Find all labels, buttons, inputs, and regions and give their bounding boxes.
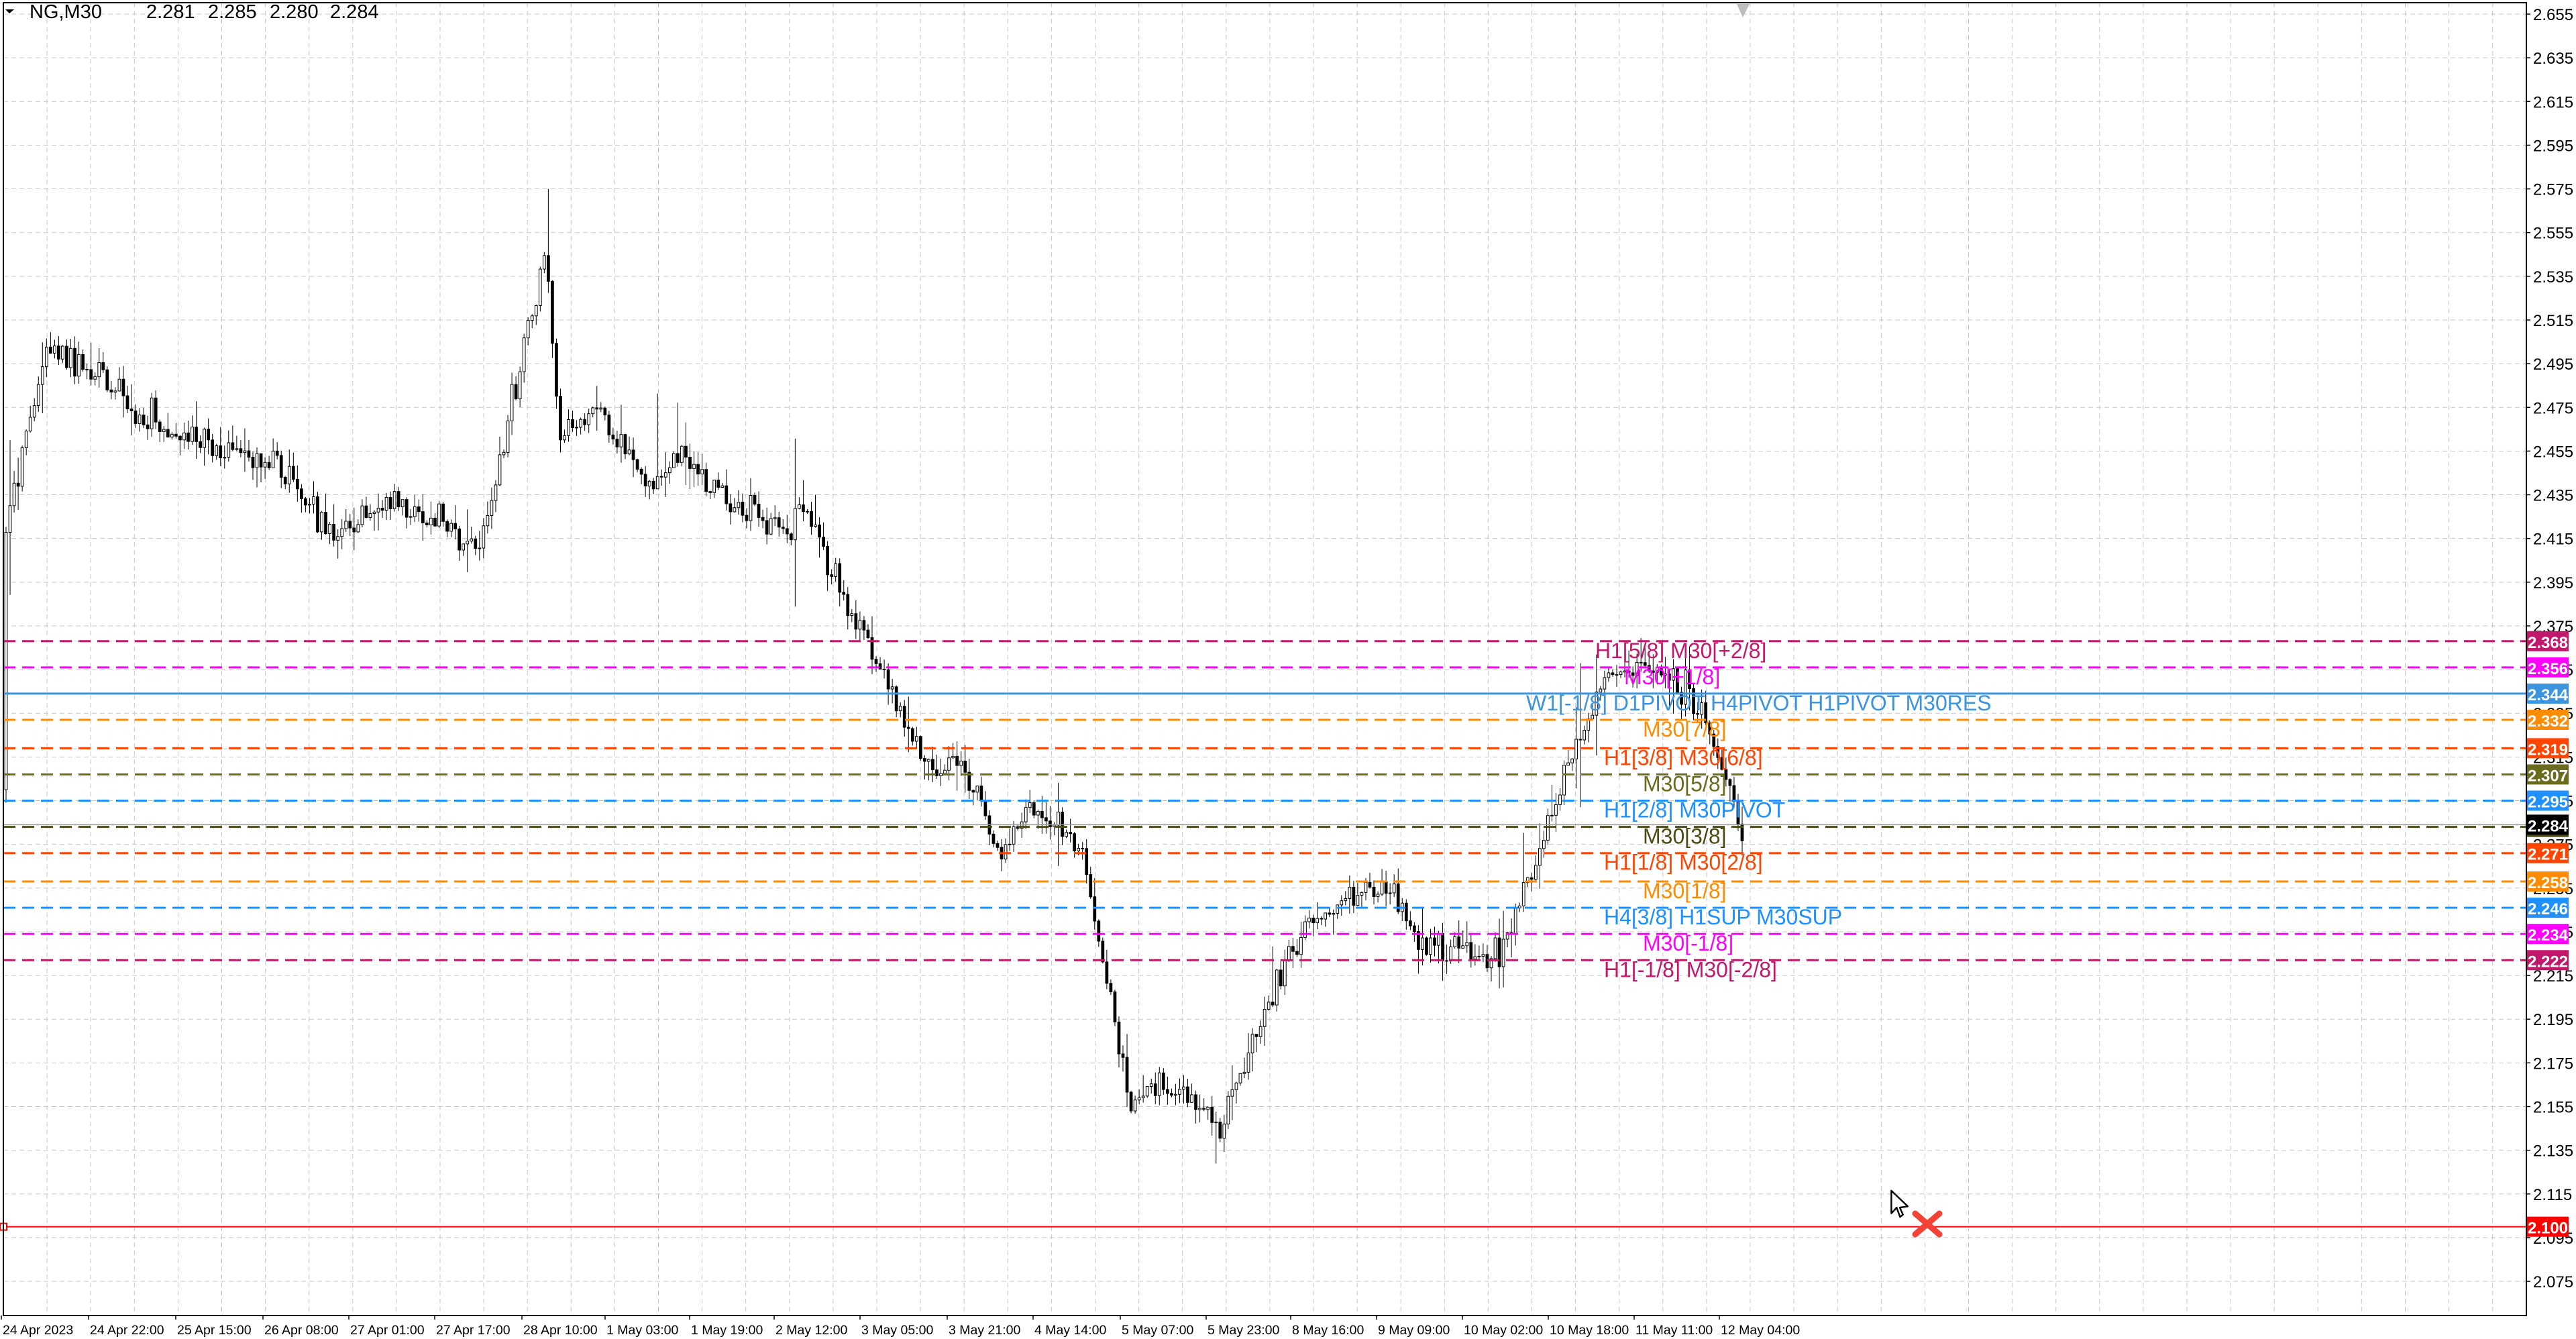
svg-text:2.356: 2.356 bbox=[2528, 660, 2568, 678]
svg-text:H1[2/8] M30PIVOT: H1[2/8] M30PIVOT bbox=[1604, 798, 1785, 822]
svg-text:1 May 19:00: 1 May 19:00 bbox=[691, 1323, 763, 1338]
svg-text:2.455: 2.455 bbox=[2533, 443, 2573, 461]
svg-text:26 Apr 08:00: 26 Apr 08:00 bbox=[264, 1323, 339, 1338]
svg-text:2.332: 2.332 bbox=[2528, 712, 2568, 731]
svg-text:5 May 07:00: 5 May 07:00 bbox=[1122, 1323, 1193, 1338]
svg-text:2.555: 2.555 bbox=[2533, 225, 2573, 243]
svg-text:2.535: 2.535 bbox=[2533, 268, 2573, 286]
svg-text:2.344: 2.344 bbox=[2528, 686, 2569, 704]
svg-text:M30[-1/8]: M30[-1/8] bbox=[1643, 931, 1733, 955]
svg-text:8 May 16:00: 8 May 16:00 bbox=[1292, 1323, 1364, 1338]
svg-text:2.475: 2.475 bbox=[2533, 399, 2573, 417]
svg-text:2.655: 2.655 bbox=[2533, 6, 2573, 24]
svg-text:2.595: 2.595 bbox=[2533, 137, 2573, 155]
svg-text:2.395: 2.395 bbox=[2533, 574, 2573, 592]
svg-text:2.222: 2.222 bbox=[2528, 953, 2568, 971]
svg-text:5 May 23:00: 5 May 23:00 bbox=[1208, 1323, 1279, 1338]
svg-text:11 May 11:00: 11 May 11:00 bbox=[1635, 1323, 1713, 1338]
svg-text:2.135: 2.135 bbox=[2533, 1142, 2573, 1161]
svg-text:W1[-1/8] D1PIVOT H4PIVOT H1PIV: W1[-1/8] D1PIVOT H4PIVOT H1PIVOT M30RES bbox=[1526, 691, 1992, 715]
svg-text:2.246: 2.246 bbox=[2528, 900, 2568, 918]
svg-text:4 May 14:00: 4 May 14:00 bbox=[1034, 1323, 1106, 1338]
svg-text:2.515: 2.515 bbox=[2533, 312, 2573, 330]
svg-text:3 May 21:00: 3 May 21:00 bbox=[949, 1323, 1020, 1338]
svg-text:12 May 04:00: 12 May 04:00 bbox=[1721, 1323, 1800, 1338]
svg-text:2.281: 2.281 bbox=[146, 1, 195, 23]
svg-text:M30[5/8]: M30[5/8] bbox=[1643, 771, 1727, 796]
svg-text:M30[7/8]: M30[7/8] bbox=[1643, 717, 1727, 741]
svg-text:2.115: 2.115 bbox=[2533, 1186, 2572, 1204]
svg-text:2.435: 2.435 bbox=[2533, 487, 2573, 505]
svg-text:2.495: 2.495 bbox=[2533, 356, 2573, 374]
svg-text:2.175: 2.175 bbox=[2533, 1055, 2573, 1073]
svg-text:M30[1/8]: M30[1/8] bbox=[1643, 879, 1727, 903]
svg-text:2.615: 2.615 bbox=[2533, 93, 2573, 111]
svg-text:M30[+1/8]: M30[+1/8] bbox=[1624, 665, 1720, 689]
svg-text:25 Apr 15:00: 25 Apr 15:00 bbox=[177, 1323, 252, 1338]
svg-text:2.271: 2.271 bbox=[2528, 846, 2568, 864]
svg-text:24 Apr 2023: 24 Apr 2023 bbox=[3, 1323, 73, 1338]
svg-text:10 May 18:00: 10 May 18:00 bbox=[1550, 1323, 1629, 1338]
svg-text:H4[3/8] H1SUP M30SUP: H4[3/8] H1SUP M30SUP bbox=[1604, 905, 1842, 929]
svg-text:2.319: 2.319 bbox=[2528, 741, 2568, 759]
svg-text:2.307: 2.307 bbox=[2528, 767, 2568, 785]
svg-text:9 May 09:00: 9 May 09:00 bbox=[1378, 1323, 1450, 1338]
svg-text:10 May 02:00: 10 May 02:00 bbox=[1464, 1323, 1543, 1338]
svg-text:H1[5/8] M30[+2/8]: H1[5/8] M30[+2/8] bbox=[1595, 639, 1766, 663]
svg-text:H1[3/8] M30[6/8]: H1[3/8] M30[6/8] bbox=[1604, 745, 1763, 769]
svg-text:1 May 03:00: 1 May 03:00 bbox=[606, 1323, 678, 1338]
svg-text:2.258: 2.258 bbox=[2528, 874, 2568, 892]
svg-text:H1[-1/8] M30[-2/8]: H1[-1/8] M30[-2/8] bbox=[1604, 957, 1777, 981]
svg-text:24 Apr 22:00: 24 Apr 22:00 bbox=[90, 1323, 164, 1338]
svg-text:2.195: 2.195 bbox=[2533, 1011, 2573, 1029]
svg-text:2.280: 2.280 bbox=[270, 1, 319, 23]
svg-text:2 May 12:00: 2 May 12:00 bbox=[775, 1323, 847, 1338]
svg-text:27 Apr 01:00: 27 Apr 01:00 bbox=[350, 1323, 425, 1338]
svg-text:27 Apr 17:00: 27 Apr 17:00 bbox=[436, 1323, 511, 1338]
svg-text:2.415: 2.415 bbox=[2533, 531, 2573, 549]
svg-text:2.284: 2.284 bbox=[330, 1, 379, 23]
svg-text:2.075: 2.075 bbox=[2533, 1273, 2573, 1291]
svg-text:2.295: 2.295 bbox=[2528, 794, 2568, 812]
svg-text:2.155: 2.155 bbox=[2533, 1099, 2573, 1117]
svg-text:2.635: 2.635 bbox=[2533, 50, 2573, 68]
svg-text:2.234: 2.234 bbox=[2528, 926, 2569, 945]
svg-text:2.575: 2.575 bbox=[2533, 181, 2573, 199]
svg-text:2.368: 2.368 bbox=[2528, 634, 2568, 652]
svg-text:M30[3/8]: M30[3/8] bbox=[1643, 824, 1727, 849]
svg-text:H1[1/8] M30[2/8]: H1[1/8] M30[2/8] bbox=[1604, 851, 1763, 875]
svg-text:2.100: 2.100 bbox=[2528, 1220, 2568, 1238]
svg-text:2.284: 2.284 bbox=[2528, 817, 2569, 835]
svg-text:NG,M30: NG,M30 bbox=[30, 1, 102, 23]
svg-text:3 May 05:00: 3 May 05:00 bbox=[861, 1323, 933, 1338]
svg-text:2.285: 2.285 bbox=[208, 1, 257, 23]
svg-text:28 Apr 10:00: 28 Apr 10:00 bbox=[523, 1323, 598, 1338]
